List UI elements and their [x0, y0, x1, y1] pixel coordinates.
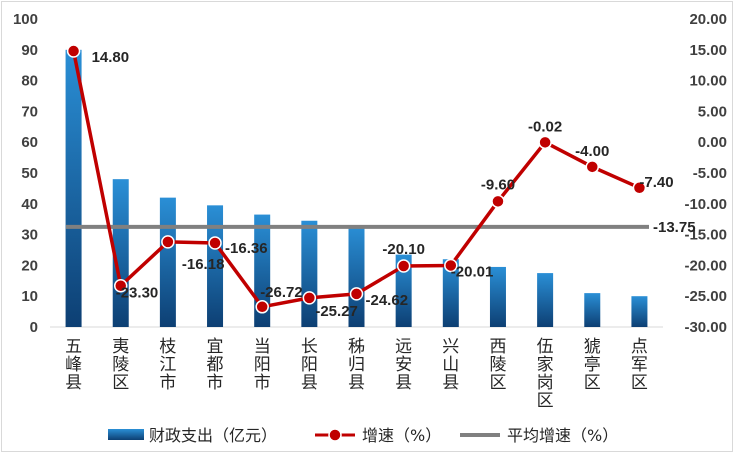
- growth-data-label: -20.01: [451, 263, 494, 280]
- growth-data-label: -25.27: [315, 303, 358, 320]
- category-label: 枝江市: [159, 337, 176, 393]
- growth-data-label: -4.00: [575, 143, 609, 160]
- growth-point: [491, 194, 505, 209]
- growth-data-label: -16.36: [225, 240, 268, 257]
- bar: [348, 225, 365, 327]
- right-tick-label: 20.00: [689, 11, 727, 28]
- category-label: 当阳市: [254, 337, 271, 393]
- right-tick-label: -20.00: [684, 257, 727, 274]
- right-tick-label: -30.00: [684, 319, 727, 336]
- legend-line-label: 增速（%）: [362, 426, 441, 445]
- average-line-label: -13.75: [653, 219, 696, 236]
- growth-point: [255, 300, 269, 314]
- right-tick-label: -25.00: [684, 288, 727, 305]
- right-tick-label: -5.00: [693, 165, 727, 182]
- growth-point: [538, 135, 552, 150]
- bar: [395, 254, 412, 327]
- average-line-series: -13.75: [66, 219, 696, 236]
- left-tick-label: 10: [21, 288, 38, 305]
- growth-data-label: -9.60: [481, 176, 515, 193]
- right-tick-label: -15.00: [684, 227, 727, 244]
- growth-data-label: -16.18: [182, 256, 225, 273]
- legend: 财政支出（亿元） 增速（%） 平均增速（%）: [108, 426, 618, 445]
- left-tick-label: 60: [21, 134, 38, 151]
- growth-data-label: -7.40: [639, 174, 673, 191]
- growth-point: [444, 258, 458, 273]
- growth-point: [113, 278, 128, 293]
- right-tick-label: 15.00: [689, 42, 727, 59]
- growth-data-label: -26.72: [260, 284, 303, 301]
- bar: [442, 259, 459, 327]
- category-label: 远安县: [395, 337, 412, 393]
- growth-data-label: 14.80: [92, 49, 130, 66]
- bar: [65, 49, 82, 328]
- left-axis: 0 10 20 30 40 50 60 70 80 90 100: [13, 11, 38, 336]
- growth-point: [161, 235, 175, 249]
- legend-avg-label: 平均增速（%）: [507, 426, 618, 445]
- growth-point: [396, 259, 411, 273]
- growth-point: [349, 287, 364, 301]
- growth-data-label: -23.30: [116, 285, 159, 302]
- bar: [631, 296, 648, 327]
- left-tick-label: 70: [21, 103, 38, 120]
- bar: [489, 266, 506, 327]
- growth-point: [632, 181, 647, 195]
- right-tick-label: 5.00: [698, 103, 727, 120]
- left-tick-label: 0: [30, 319, 38, 336]
- category-label: 五峰县: [65, 337, 82, 393]
- growth-data-label: -0.02: [528, 118, 562, 135]
- left-tick-label: 30: [21, 227, 38, 244]
- growth-point: [66, 44, 81, 58]
- growth-point: [585, 160, 600, 174]
- category-label: 秭归县: [348, 337, 365, 393]
- legend-line-marker: [328, 428, 342, 442]
- left-tick-label: 20: [21, 257, 38, 274]
- growth-data-label: -20.10: [382, 241, 425, 258]
- category-label: 点军区: [631, 337, 648, 393]
- right-tick-label: -10.00: [684, 196, 727, 213]
- left-tick-label: 40: [21, 196, 38, 213]
- growth-point: [302, 291, 317, 305]
- right-tick-label: 10.00: [689, 73, 727, 90]
- left-tick-label: 90: [21, 42, 38, 59]
- category-label: 西陵区: [489, 337, 506, 393]
- category-label: 兴山县: [442, 337, 459, 393]
- left-tick-label: 100: [13, 11, 38, 28]
- legend-bar-swatch: [108, 429, 144, 440]
- right-axis: -30.00 -25.00 -20.00 -15.00 -10.00 -5.00 0.00 5…: [684, 11, 727, 336]
- bar: [159, 197, 176, 327]
- left-tick-label: 80: [21, 73, 38, 90]
- growth-line-series: 14.80 -23.30 -16.18-16.36 -26.72 -25.27 -24.6…: [66, 44, 674, 320]
- left-tick-label: 50: [21, 165, 38, 182]
- category-label: 长阳县: [301, 337, 318, 393]
- bar: [537, 273, 554, 327]
- growth-point: [208, 236, 222, 250]
- right-tick-label: 0.00: [698, 134, 727, 151]
- category-label: 宜都市: [207, 337, 224, 393]
- bar: [207, 205, 224, 327]
- legend-bar-label: 财政支出（亿元）: [149, 426, 277, 445]
- category-label: 夷陵区: [112, 337, 129, 393]
- category-labels: 五峰县 夷陵区 枝江市 宜都市 当阳市 长阳县 秭归县 远安县 兴山县 西陵区 伍家岗区 猇亭区 点军区: [65, 337, 648, 411]
- category-label: 猇亭区: [584, 337, 601, 393]
- category-label: 伍家岗区: [537, 337, 554, 411]
- growth-data-label: -24.62: [366, 292, 409, 309]
- bar: [584, 293, 601, 327]
